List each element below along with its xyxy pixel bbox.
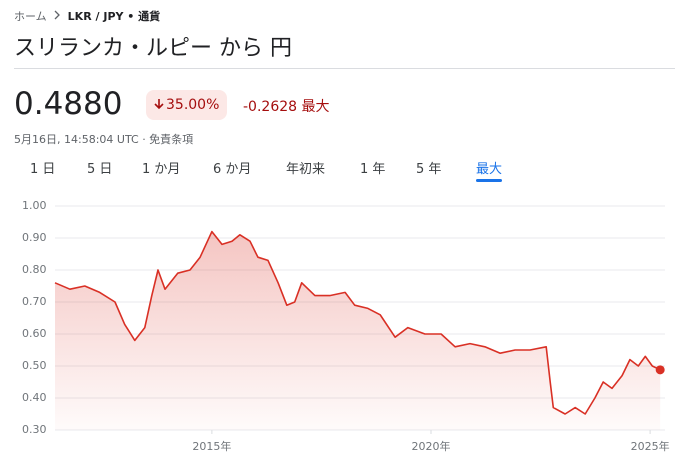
change-percent: 35.00% [166,97,220,113]
x-tick-label: 2020年 [411,439,450,453]
change: -0.2628 最大 [243,96,330,116]
area-fill [55,231,661,430]
range-tab[interactable]: 1 日 [30,162,56,177]
current-point [655,365,665,375]
price-line [54,230,661,415]
range-tab[interactable]: 1 か月 [142,162,181,177]
range-tab[interactable]: 5 日 [87,162,113,177]
y-tick-label: 1.00 [22,199,47,212]
y-tick-label: 0.90 [22,231,47,244]
range-tab[interactable]: 1 年 [360,162,386,177]
chevron [54,10,61,20]
range-tab[interactable]: 6 か月 [213,162,252,177]
range-tab[interactable]: 5 年 [416,162,442,177]
page-title: スリランカ・ルピー から 円 [14,36,292,61]
timestamp: 5月16日, 14:58:04 UTC · 免責条項 [14,133,194,146]
y-tick-label: 0.50 [22,359,47,372]
x-tick-label: 2015年 [192,439,231,453]
chart: 0.30 0.40 0.50 0.60 0.70 0.80 0.90 1.00 2015年 202… [22,199,670,453]
change-badge: 35.00% [146,90,228,120]
price: 0.4880 [14,86,123,122]
y-tick-label: 0.30 [22,423,47,436]
range-tab[interactable]: 年初来 [286,162,326,177]
y-tick-label: 0.70 [22,295,47,308]
breadcrumb: ホーム LKR / JPY • 通貨 [14,8,160,24]
divider [14,68,675,69]
breadcrumb-current: LKR / JPY • 通貨 [67,10,161,23]
x-tick-label: 2025年 [631,439,670,453]
y-tick-label: 0.60 [22,327,47,340]
y-tick-label: 0.80 [22,263,47,276]
change-period: 最大 [301,99,330,115]
change-value: -0.2628 [243,99,298,115]
breadcrumb-home[interactable]: ホーム [14,10,47,23]
y-tick-label: 0.40 [22,391,47,404]
down-arrow [154,99,164,110]
range-tab[interactable]: 最大 [476,158,503,182]
